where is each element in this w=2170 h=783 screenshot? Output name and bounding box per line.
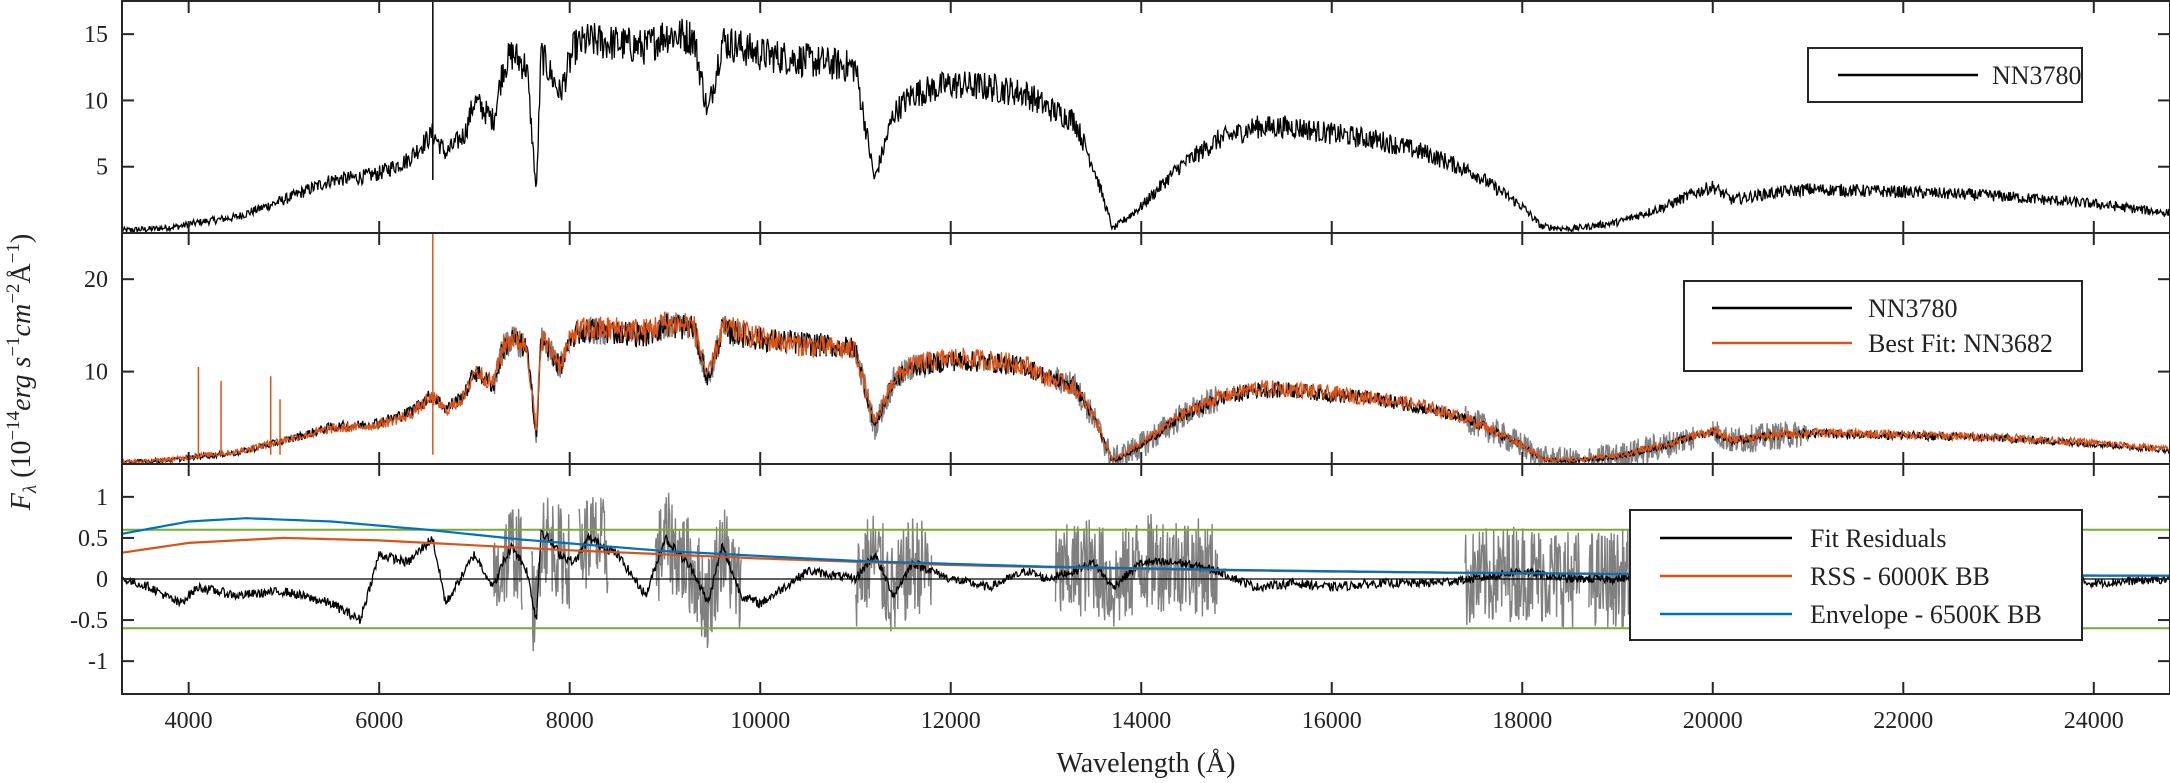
xtick-label-6: 16000: [1302, 708, 1362, 734]
bottom-legend: Fit Residuals RSS - 6000K BB Envelope - …: [1629, 509, 2083, 641]
bottom-legend-label-residuals: Fit Residuals: [1810, 524, 1947, 553]
middle-legend-label-bestfit: Best Fit: NN3682: [1868, 329, 2053, 358]
ytick-label-2-2: 0: [96, 567, 108, 593]
xtick-label-5: 14000: [1111, 708, 1171, 734]
xtick-label-0: 4000: [165, 708, 213, 734]
middle-legend-label-nn3780: NN3780: [1868, 294, 1958, 323]
middle-legend-box: [1683, 280, 2083, 372]
xtick-label-3: 10000: [730, 708, 790, 734]
top-legend-label-nn3780: NN3780: [1992, 61, 2082, 90]
xtick-label-1: 6000: [355, 708, 403, 734]
gray-band-0: [492, 508, 523, 610]
bottom-legend-label-rss: RSS - 6000K BB: [1810, 562, 1990, 591]
ytick-label-2-1: -0.5: [70, 608, 108, 634]
gray-band-3: [654, 492, 742, 649]
ytick-label-0-1: 10: [84, 88, 108, 114]
y-axis-label: Fλ (10−14erg s−1cm−2Å−1): [3, 234, 41, 511]
xtick-label-2: 8000: [546, 708, 594, 734]
top-panel: 5 10 15 NN3780: [84, 0, 2170, 235]
bottom-panel-frame: [121, 463, 2170, 695]
bottom-ticks: -1 -0.5 0 0.5 1: [70, 464, 2170, 694]
top-legend: NN3780: [1807, 47, 2083, 103]
xtick-label-7: 18000: [1492, 708, 1552, 734]
ytick-label-0-0: 5: [96, 155, 108, 181]
xtick-label-4: 12000: [921, 708, 981, 734]
ytick-label-1-0: 10: [84, 360, 108, 386]
gray-band-7: [1588, 426, 1695, 465]
xtick-label-9: 22000: [1873, 708, 1933, 734]
ytick-label-2-0: -1: [88, 649, 108, 675]
xtick-label-8: 20000: [1683, 708, 1743, 734]
ytick-label-1-1: 20: [84, 267, 108, 293]
top-ticks: 5 10 15: [84, 1, 2170, 233]
ytick-label-0-2: 15: [84, 22, 108, 48]
ytick-label-2-4: 1: [96, 485, 108, 511]
ytick-label-2-3: 0.5: [78, 526, 108, 552]
bottom-panel: -1 -0.5 0 0.5 1 Fit Residuals RSS - 6000K BB…: [70, 463, 2170, 695]
x-axis-label: Wavelength (Å): [1057, 748, 1236, 779]
middle-series: [121, 233, 2170, 466]
middle-ticks: 10 20: [84, 233, 2170, 464]
x-tick-labels: 4000 6000 8000 10000 12000 14000 16000 18000 200…: [165, 708, 2124, 734]
middle-legend: NN3780 Best Fit: NN3682: [1683, 280, 2083, 372]
series-0-0: [121, 18, 2170, 235]
gray-band-5: [1054, 367, 1218, 465]
top-panel-frame: [121, 0, 2170, 234]
gray-band-4: [854, 515, 933, 632]
middle-gray-overlays: [492, 312, 1809, 467]
gray-band-2: [578, 497, 609, 594]
xtick-label-10: 24000: [2064, 708, 2124, 734]
gray-band-6: [1464, 526, 1581, 629]
middle-panel: 10 20 NN3780 Best Fit: NN3682: [84, 232, 2170, 467]
bottom-legend-label-envelope: Envelope - 6500K BB: [1810, 600, 2042, 629]
series-1-1: [121, 311, 2170, 466]
top-series: [121, 1, 2170, 235]
